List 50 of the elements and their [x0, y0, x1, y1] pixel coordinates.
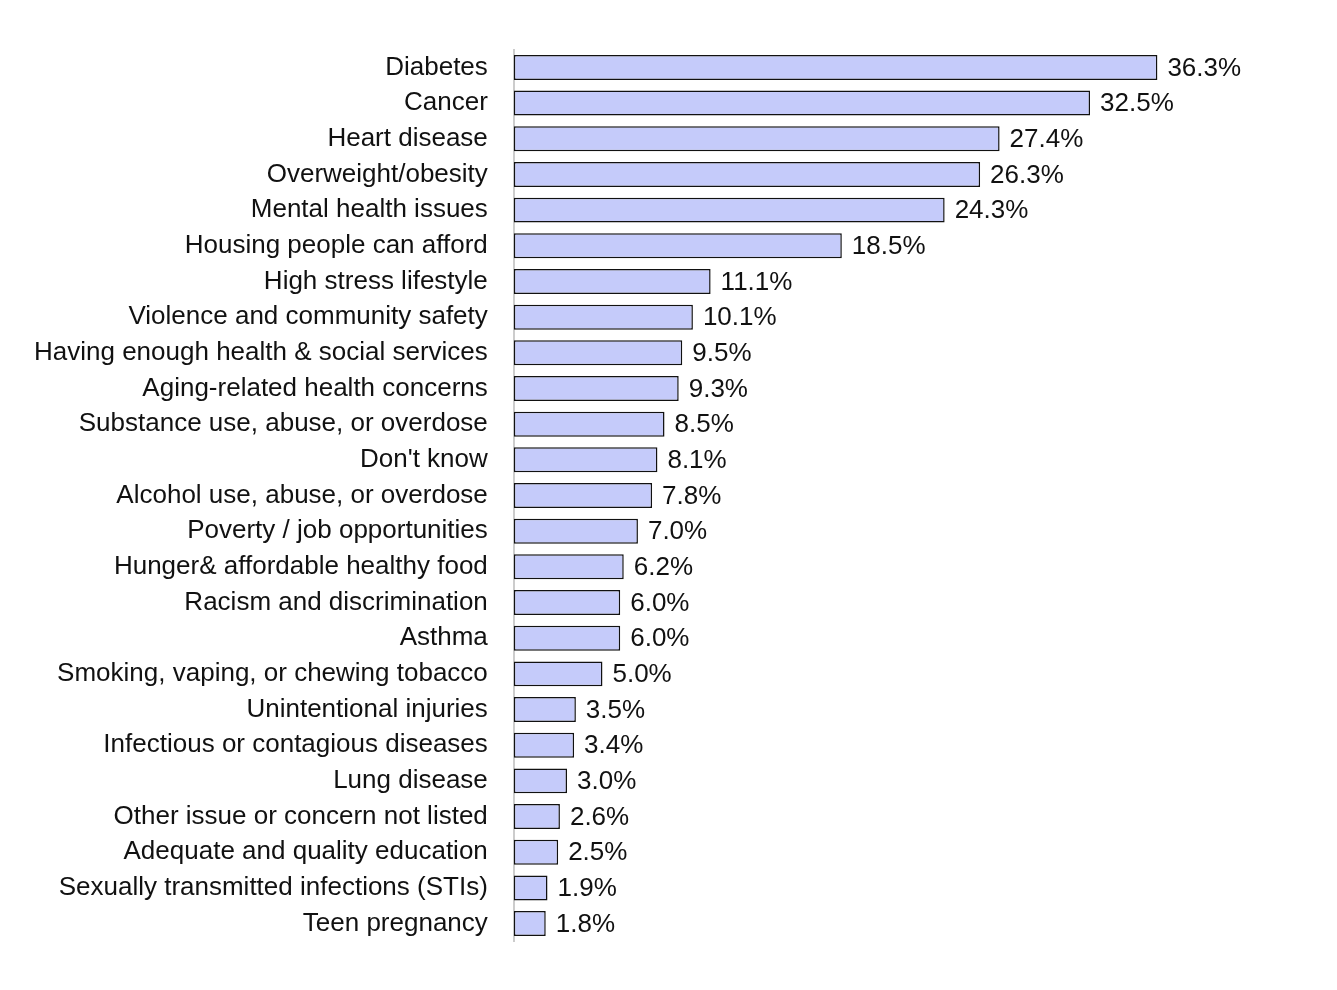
y-tick-label: Lung disease [333, 764, 488, 795]
y-tick-label: Teen pregnancy [302, 906, 488, 937]
data-label: 10.1% [702, 301, 777, 332]
y-tick-label: Racism and discrimination [184, 585, 488, 616]
y-tick-label: Smoking, vaping, or chewing tobacco [57, 657, 488, 688]
data-label: 3.0% [577, 765, 637, 796]
y-tick-label: Cancer [403, 86, 489, 117]
data-label: 6.0% [630, 622, 690, 653]
y-tick-label: Alcohol use, abuse, or overdose [116, 478, 488, 509]
data-label: 1.9% [557, 872, 617, 903]
data-label: 5.0% [612, 658, 672, 689]
data-label: 2.5% [568, 836, 628, 867]
y-tick-label: Having enough health & social services [33, 335, 488, 366]
y-tick-label: Heart disease [327, 121, 488, 152]
data-label: 36.3% [1167, 51, 1242, 82]
data-label: 18.5% [851, 229, 926, 260]
data-label: 26.3% [990, 158, 1064, 189]
data-label: 7.0% [647, 515, 708, 546]
data-label: 9.5% [692, 336, 752, 367]
y-tick-label: Sexually transmitted infections (STIs) [58, 871, 488, 902]
y-tick-label: Infectious or contagious diseases [103, 728, 488, 759]
data-label: 11.1% [720, 265, 793, 296]
data-label: 3.5% [585, 693, 646, 724]
y-tick-label: Adequate and quality education [123, 835, 488, 866]
y-tick-label: Housing people can afford [184, 228, 488, 259]
y-tick-label: Asthma [399, 621, 489, 652]
y-tick-label: High stress lifestyle [263, 264, 488, 295]
y-tick-label: Don't know [360, 443, 489, 473]
y-tick-label: Aging-related health concerns [142, 371, 488, 402]
y-tick-label: Overweight/obesity [266, 157, 488, 188]
data-label: 6.0% [630, 586, 690, 617]
y-tick-label: Poverty / job opportunities [187, 514, 488, 545]
y-tick-label: Hunger& affordable healthy food [113, 550, 488, 581]
data-label: 3.4% [584, 729, 644, 760]
data-label: 24.3% [954, 194, 1029, 225]
data-label: 9.3% [688, 372, 748, 403]
y-tick-label: Unintentional injuries [246, 692, 488, 723]
data-label: 27.4% [1009, 122, 1084, 153]
data-label: 1.8% [555, 907, 615, 938]
y-tick-label: Violence and community safety [128, 300, 488, 331]
y-tick-label: Other issue or concern not listed [113, 799, 488, 830]
data-label: 32.5% [1100, 87, 1174, 118]
data-label: 8.5% [674, 408, 734, 439]
data-label: 6.2% [633, 551, 694, 582]
y-tick-label: Mental health issues [250, 193, 488, 224]
y-tick-label: Diabetes [385, 50, 488, 81]
data-label: 2.6% [569, 800, 630, 831]
y-tick-label: Substance use, abuse, or overdose [78, 407, 488, 438]
data-label: 7.8% [662, 479, 722, 510]
data-label: 8.1% [667, 444, 727, 474]
